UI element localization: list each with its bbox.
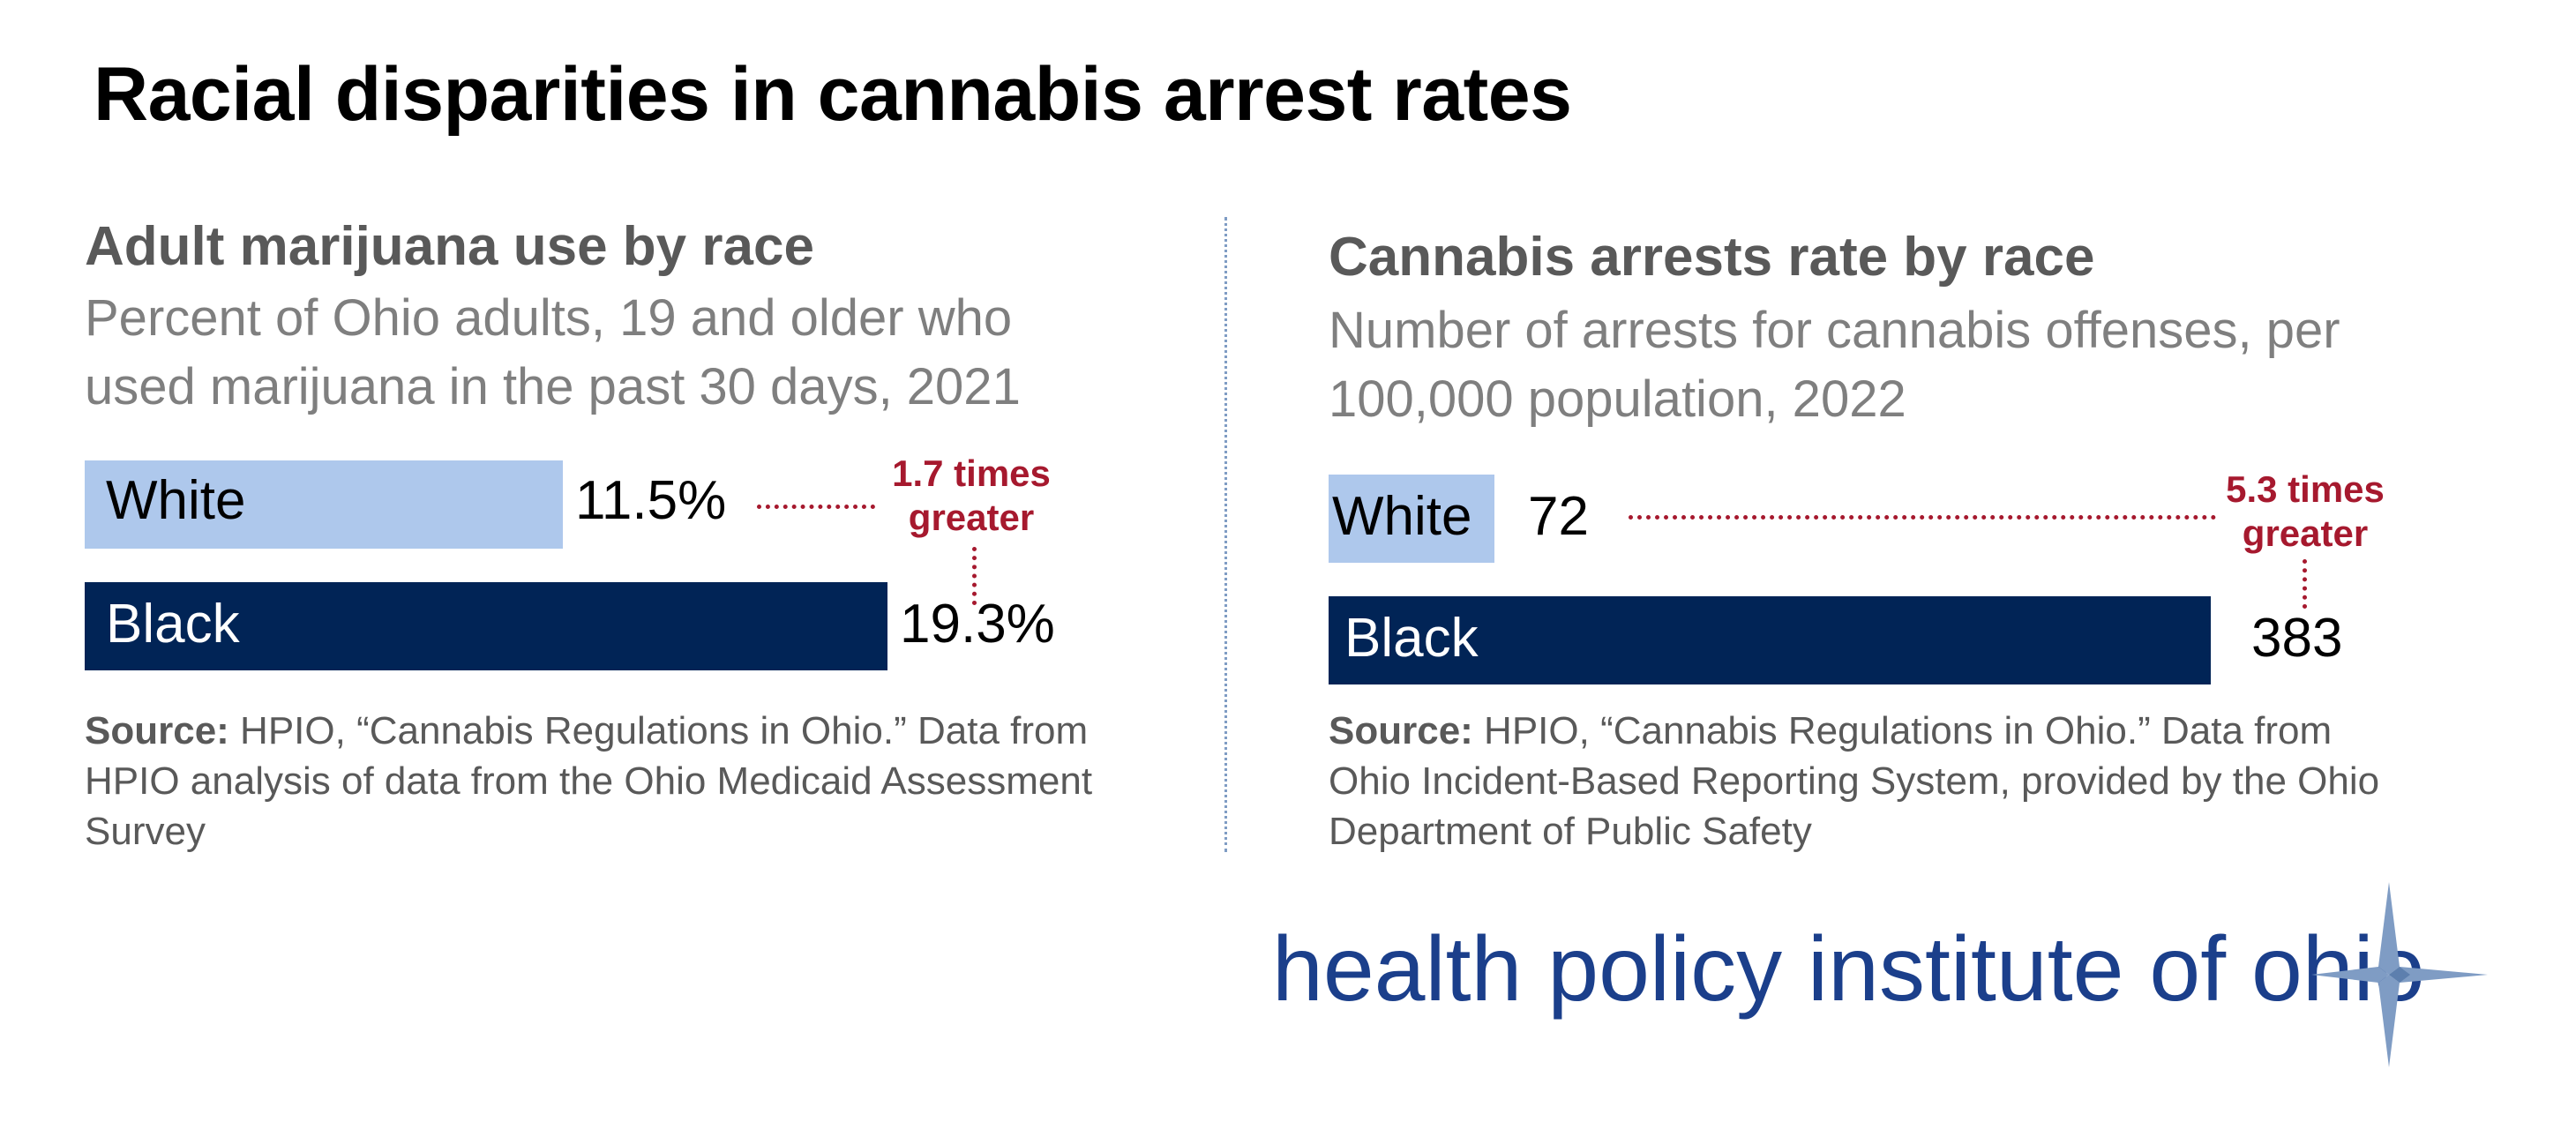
annotation-ratio: 5.3 times greater [2202,468,2408,556]
annotation-line: greater [2242,512,2369,554]
hpio-logo-text: health policy institute of ohio [1272,918,2425,1021]
bar-black [1329,596,2211,684]
source-text: Ohio Incident-Based Reporting System, pr… [1329,759,2380,803]
annotation-line: 5.3 times [2226,468,2385,510]
bar-white [85,460,563,549]
chart-source: Source: HPIO, “Cannabis Regulations in O… [85,706,1214,856]
source-text: HPIO analysis of data from the Ohio Medi… [85,759,1093,803]
chart-source: Source: HPIO, “Cannabis Regulations in O… [1329,706,2528,856]
bar-label-white: White [1332,486,1472,547]
annotation-connector-vertical [972,547,977,605]
annotation-connector-horizontal [757,505,875,509]
bar-label-white: White [106,470,246,531]
compass-star-icon [2311,882,2488,1067]
value-label-black: 19.3% [900,594,1055,654]
value-label-black: 383 [2251,608,2343,669]
bar-white [1329,475,1494,563]
page-title: Racial disparities in cannabis arrest ra… [94,52,1572,137]
source-text: HPIO, “Cannabis Regulations in Ohio.” Da… [1472,709,2333,752]
annotation-connector-vertical [2303,559,2307,609]
source-label: Source: [1329,709,1473,752]
source-label: Source: [85,709,229,752]
bar-label-black: Black [1344,608,1479,669]
bar-label-black: Black [106,594,240,654]
source-text: Department of Public Safety [1329,810,1812,853]
bar-black [85,582,887,670]
annotation-line: 1.7 times [892,453,1051,494]
chart-title: Cannabis arrests rate by race [1329,227,2095,288]
source-text: HPIO, “Cannabis Regulations in Ohio.” Da… [228,709,1089,752]
annotation-connector-horizontal [1629,515,2216,520]
panel-divider [1224,217,1227,852]
source-text: Survey [85,810,206,853]
chart-subtitle: Percent of Ohio adults, 19 and older who… [85,284,1021,422]
chart-subtitle-line: Percent of Ohio adults, 19 and older who [85,289,1013,347]
annotation-ratio: 1.7 times greater [870,452,1073,540]
chart-title: Adult marijuana use by race [85,216,814,277]
chart-subtitle-line: used marijuana in the past 30 days, 2021 [85,358,1021,415]
chart-subtitle-line: Number of arrests for cannabis offenses,… [1329,302,2340,359]
chart-subtitle-line: 100,000 population, 2022 [1329,370,1906,428]
value-label-white: 72 [1528,486,1589,547]
chart-subtitle: Number of arrests for cannabis offenses,… [1329,296,2340,434]
annotation-line: greater [908,497,1035,538]
value-label-white: 11.5% [575,470,727,531]
